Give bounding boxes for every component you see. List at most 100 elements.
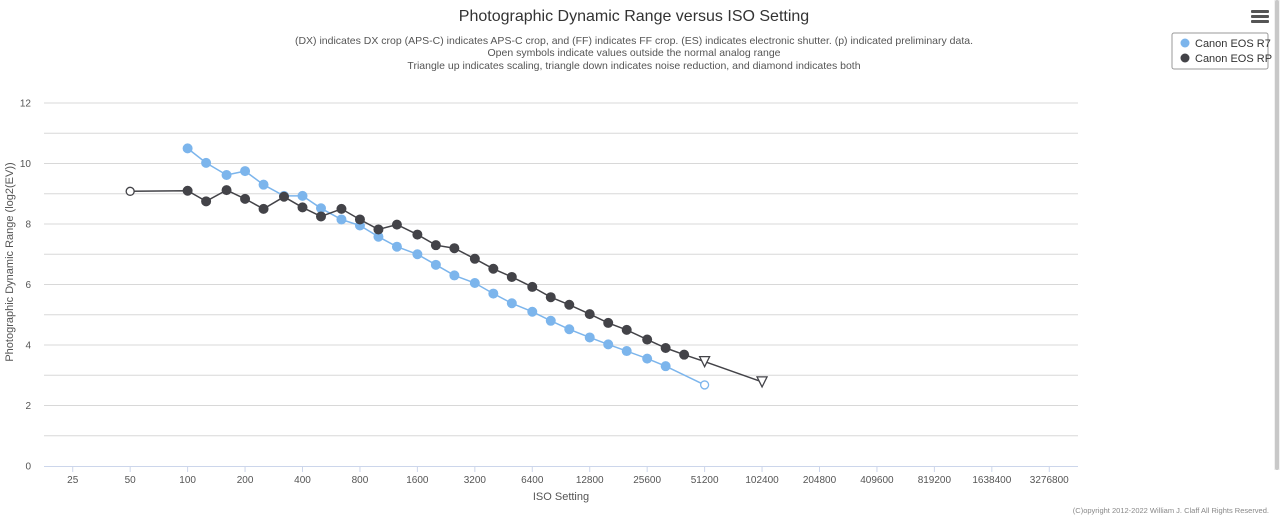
data-point (527, 281, 538, 292)
series-1 (125, 185, 769, 389)
y-tick-label: 6 (25, 280, 31, 291)
x-tick-label: 200 (237, 475, 254, 486)
series-layer (125, 143, 769, 390)
data-point (221, 169, 232, 180)
series-line (130, 189, 763, 383)
legend-label: Canon EOS RP (1195, 53, 1272, 65)
data-point (469, 277, 480, 288)
data-point (240, 166, 251, 177)
data-point (642, 353, 653, 364)
x-tick-label: 6400 (521, 475, 544, 486)
data-point (201, 196, 212, 207)
x-tick-label: 819200 (918, 475, 952, 486)
data-point (506, 271, 517, 282)
legend: Canon EOS R7 Canon EOS RP (1171, 32, 1273, 70)
data-point (201, 157, 212, 168)
data-point (698, 355, 711, 369)
data-point (315, 203, 326, 214)
data-point (660, 343, 671, 354)
data-point (373, 224, 384, 235)
chart-subtitle-line-3: Triangle up indicates scaling, triangle … (407, 60, 860, 72)
chart-subtitle-line-1: (DX) indicates DX crop (APS-C) indicates… (295, 35, 973, 47)
y-tick-label: 2 (25, 401, 31, 412)
x-tick-label: 409600 (860, 475, 894, 486)
data-point (642, 334, 653, 345)
y-axis-title: Photographic Dynamic Range (log2(EV)) (4, 162, 16, 361)
data-point (527, 306, 538, 317)
x-tick-label: 400 (294, 475, 311, 486)
data-point (603, 339, 614, 350)
legend-item[interactable]: Canon EOS RP (1180, 53, 1273, 65)
data-point (297, 190, 308, 201)
data-point (621, 324, 632, 335)
data-point (391, 241, 402, 252)
y-tick-label: 0 (25, 462, 31, 473)
data-point (354, 214, 365, 225)
data-point (391, 219, 402, 230)
x-tick-label: 25 (67, 475, 79, 486)
y-tick-label: 4 (25, 341, 31, 352)
data-point (430, 240, 441, 251)
data-point (430, 259, 441, 270)
data-point (506, 298, 517, 309)
legend-marker (1180, 53, 1190, 63)
data-point (240, 193, 251, 204)
data-point (584, 332, 595, 343)
data-point (336, 203, 347, 214)
data-point (488, 288, 499, 299)
data-point (182, 143, 193, 154)
x-tick-label: 51200 (691, 475, 719, 486)
x-tick-label: 3276800 (1030, 475, 1069, 486)
grid-lines (44, 102, 1078, 437)
data-point (258, 203, 269, 214)
data-point (412, 229, 423, 240)
data-point (336, 214, 347, 225)
data-point (699, 380, 710, 390)
copyright-text: (C)opyright 2012-2022 William J. Claff A… (1073, 506, 1269, 515)
data-point (125, 186, 135, 196)
chart-title: Photographic Dynamic Range versus ISO Se… (459, 8, 809, 25)
x-tick-label: 1600 (406, 475, 429, 486)
legend-marker (1180, 38, 1190, 48)
x-tick-label: 100 (179, 475, 196, 486)
x-tick-label: 800 (352, 475, 369, 486)
y-tick-label: 12 (20, 99, 32, 110)
data-point (412, 249, 423, 260)
scrollbar-thumb[interactable] (1275, 0, 1279, 470)
x-tick-label: 12800 (576, 475, 604, 486)
chart-subtitle-line-2: Open symbols indicate values outside the… (487, 47, 780, 59)
x-tick-label: 102400 (745, 475, 779, 486)
legend-box (1171, 32, 1269, 70)
hamburger-menu-icon[interactable] (1249, 8, 1271, 28)
data-point (469, 253, 480, 264)
legend-label: Canon EOS R7 (1195, 38, 1271, 50)
data-point (297, 202, 308, 213)
series-0 (182, 143, 710, 390)
data-point (449, 270, 460, 281)
data-point (488, 263, 499, 274)
x-tick-label: 1638400 (972, 475, 1011, 486)
y-tick-label: 8 (25, 220, 31, 231)
data-point (315, 211, 326, 222)
data-point (545, 315, 556, 326)
data-point (603, 317, 614, 328)
x-tick-label: 3200 (464, 475, 487, 486)
data-point (449, 243, 460, 254)
y-tick-label: 10 (20, 159, 32, 170)
data-point (258, 179, 269, 190)
data-point (182, 185, 193, 196)
x-tick-label: 25600 (633, 475, 661, 486)
axes: 0 2 4 6 8 10 12 25 50 100 200 400 800 1600 3200 6400 128… (20, 99, 1078, 486)
legend-item[interactable]: Canon EOS R7 (1180, 38, 1271, 50)
x-tick-label: 204800 (803, 475, 837, 486)
data-point (756, 376, 769, 389)
data-point (564, 299, 575, 310)
data-point (584, 309, 595, 320)
data-point (279, 191, 290, 202)
data-point (221, 185, 232, 196)
data-point (564, 324, 575, 335)
data-point (621, 346, 632, 357)
x-tick-label: 50 (125, 475, 137, 486)
data-point (660, 361, 671, 372)
